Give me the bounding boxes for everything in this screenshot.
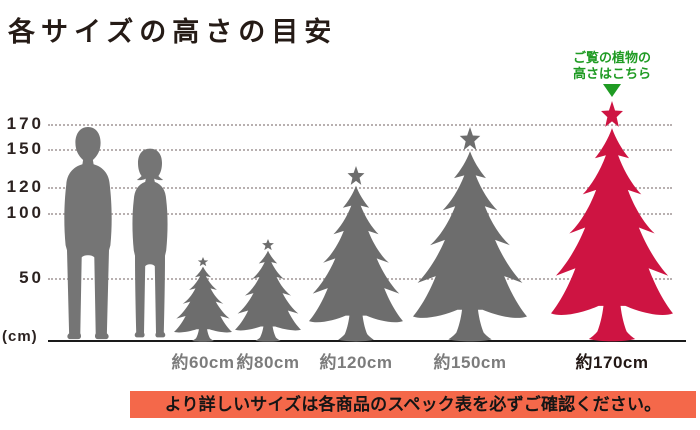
man-silhouette [64,127,112,340]
gridline-170 [48,124,672,126]
ground-line [48,340,686,342]
tree-size-label-60: 約60cm [171,353,235,372]
down-arrow-icon [603,84,621,97]
callout-line-1: ご覧の植物の [572,50,651,65]
y-tick-50: 50 [19,268,44,287]
tree-120cm [309,166,403,342]
y-tick-170: 170 [6,114,44,133]
y-tick-100: 100 [6,203,44,222]
footer-note: より詳しいサイズは各商品のスペック表を必ずご確認ください。 [130,391,696,418]
tree-170cm-highlighted [551,101,673,342]
highlight-callout: ご覧の植物の 高さはこちら [542,50,682,82]
woman-silhouette [132,148,168,338]
y-tick-150: 150 [6,139,44,158]
tree-size-label-170: 約170cm [575,353,649,372]
y-axis-unit-label: (cm) [2,328,38,345]
gridline-150 [48,149,672,151]
tree-size-label-150: 約150cm [433,353,507,372]
tree-150cm [413,127,527,342]
callout-line-2: 高さはこちら [572,66,651,81]
tree-60cm [174,257,232,342]
page-title: 各サイズの高さの目安 [8,17,338,47]
tree-size-label-80: 約80cm [236,353,300,372]
y-tick-120: 120 [6,177,44,196]
tree-80cm [235,239,301,342]
gridline-120 [48,187,672,189]
tree-size-label-120: 約120cm [319,353,393,372]
